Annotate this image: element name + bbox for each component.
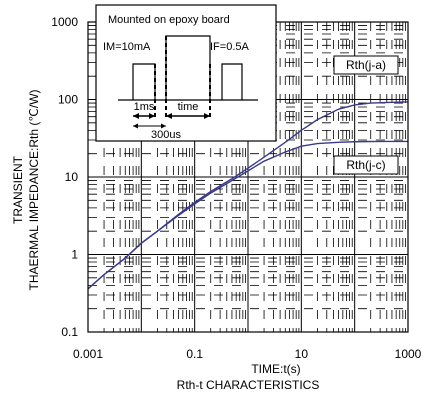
y-tick-label: 10	[65, 170, 79, 184]
inset-1ms-label: 1ms	[134, 101, 155, 113]
inset-if-label: IF=0.5A	[210, 41, 249, 53]
x-tick-label: 0.001	[73, 347, 103, 361]
inset-arrow-1ms	[133, 113, 155, 119]
x-tick-label: 1000	[395, 347, 422, 361]
y-tick-label: 1000	[51, 15, 78, 29]
x-tick-label: 0.1	[186, 347, 203, 361]
y-axis-label-line1: TRANSIENT	[11, 155, 25, 224]
inset-time-label: time	[178, 101, 199, 113]
label-rth-jc-box: Rth(j-c)	[333, 155, 399, 175]
inset-title: Mounted on epoxy board	[108, 14, 230, 26]
inset-arrow-time	[166, 113, 210, 119]
inset-im-label: IM=10mA	[103, 41, 151, 53]
series-line-rth-jc	[87, 140, 408, 290]
y-tick-label: 1	[71, 248, 78, 262]
y-tick-label: 0.1	[61, 325, 78, 339]
y-axis-label-line2: THAERMAL IMPEDANCE:Rth (℃/W)	[27, 89, 41, 290]
curve-layer	[87, 101, 409, 290]
label-rth-ja: Rth(j-a)	[346, 58, 386, 72]
y-tick-label: 100	[58, 93, 78, 107]
chart-caption: Rth-t CHARACTERISTICS	[177, 378, 320, 392]
label-rth-jc: Rth(j-c)	[346, 158, 385, 172]
inset-pulse-3	[221, 63, 243, 100]
x-axis-label: TIME:t(s)	[251, 362, 300, 376]
x-tick-label: 10	[295, 347, 309, 361]
inset-diagram: Mounted on epoxy board IM=10mA IF=0.5A	[95, 4, 277, 142]
inset-300us-label: 300us	[151, 129, 181, 141]
inset-box	[95, 4, 277, 142]
label-rth-ja-box: Rth(j-a)	[333, 55, 399, 75]
tick-label-layer: 0.001 0.1 10 1000 0.1 1 10 100 1000	[51, 15, 421, 361]
inset-arrow-300us	[133, 123, 166, 129]
